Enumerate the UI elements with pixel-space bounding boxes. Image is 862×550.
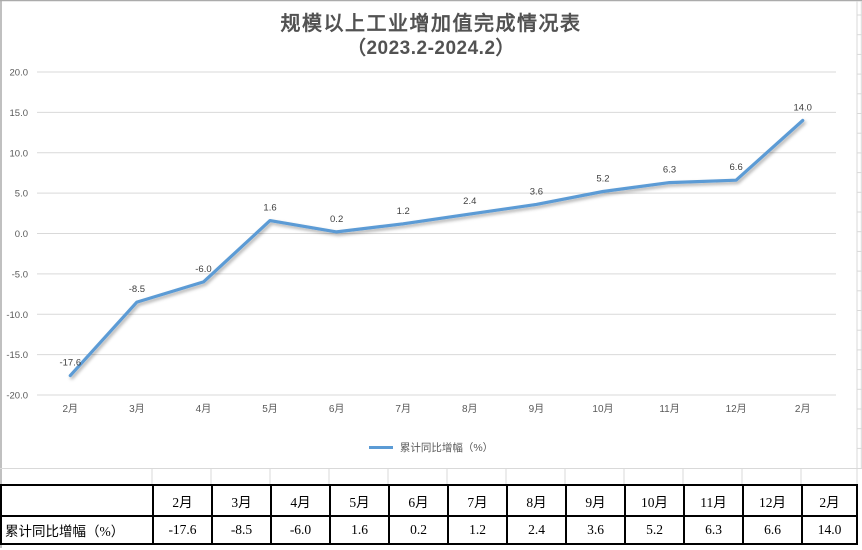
y-axis-tick-label: -20.0 xyxy=(6,391,28,402)
data-table: 2月 3月 4月 5月 6月 7月 8月 9月 10月 11月 12月 2月 累计同比增幅（%） -17.… xyxy=(0,484,858,545)
x-axis-tick-label: 9月 xyxy=(529,403,545,415)
x-axis-tick-label: 5月 xyxy=(262,403,278,415)
table-corner-cell xyxy=(0,484,154,517)
table-header-cell: 10月 xyxy=(624,484,685,517)
table-value-cell: 5.2 xyxy=(624,515,685,545)
x-axis-tick-label: 11月 xyxy=(659,403,679,415)
data-label: 6.6 xyxy=(730,162,743,173)
x-axis-tick-label: 3月 xyxy=(129,403,145,415)
table-header-cell: 6月 xyxy=(388,484,449,517)
x-axis-tick-label: 2月 xyxy=(63,403,79,415)
chart-title: 规模以上工业增加值完成情况表 （2023.2-2024.2） xyxy=(0,11,862,61)
x-axis-tick-label: 7月 xyxy=(395,403,411,415)
table-value-cell: 1.2 xyxy=(447,515,508,545)
data-label: 2.4 xyxy=(463,196,476,207)
table-header-cell: 5月 xyxy=(329,484,390,517)
x-axis-tick-label: 4月 xyxy=(196,403,212,415)
table-value-cell: -8.5 xyxy=(211,515,272,545)
table-value-cell: 0.2 xyxy=(388,515,449,545)
chart-title-line1: 规模以上工业增加值完成情况表 xyxy=(280,13,582,35)
data-label: 14.0 xyxy=(793,102,812,113)
table-header-cell: 2月 xyxy=(801,484,858,517)
data-label: -17.6 xyxy=(59,358,81,369)
x-axis-tick-label: 8月 xyxy=(462,403,478,415)
table-header-cell: 12月 xyxy=(742,484,803,517)
table-value-cell: 1.6 xyxy=(329,515,390,545)
chart-title-line2: （2023.2-2024.2） xyxy=(346,38,516,59)
x-axis-tick-label: 6月 xyxy=(329,403,345,415)
table-value-cell: -6.0 xyxy=(270,515,331,545)
y-axis-tick-label: -10.0 xyxy=(6,310,28,321)
data-label: 1.6 xyxy=(263,203,276,214)
legend-line-marker xyxy=(368,445,393,449)
y-axis-tick-label: -15.0 xyxy=(6,350,28,361)
table-value-cell: -17.6 xyxy=(152,515,213,545)
x-axis-tick-label: 10月 xyxy=(592,403,613,415)
table-value-cell: 6.6 xyxy=(742,515,803,545)
y-axis-tick-label: 20.0 xyxy=(10,68,29,79)
x-axis-tick-label: 12月 xyxy=(726,403,747,415)
table-row-label: 累计同比增幅（%） xyxy=(0,515,154,545)
table-header-cell: 4月 xyxy=(270,484,331,517)
data-label: -6.0 xyxy=(195,264,211,275)
table-header-cell: 8月 xyxy=(506,484,567,517)
table-header-cell: 2月 xyxy=(152,484,213,517)
table-header-cell: 7月 xyxy=(447,484,508,517)
y-axis-tick-label: 10.0 xyxy=(10,148,29,159)
table-value-cell: 2.4 xyxy=(506,515,567,545)
series-line xyxy=(68,118,805,378)
y-axis-tick-label: 0.0 xyxy=(15,229,28,240)
table-header-cell: 9月 xyxy=(565,484,626,517)
table-header-cell: 3月 xyxy=(211,484,272,517)
table-value-cell: 6.3 xyxy=(683,515,744,545)
table-header-cell: 11月 xyxy=(683,484,744,517)
data-label: 6.3 xyxy=(663,165,676,176)
data-label: 1.2 xyxy=(397,206,410,217)
y-axis-tick-label: 15.0 xyxy=(10,108,29,119)
table-header-row: 2月 3月 4月 5月 6月 7月 8月 9月 10月 11月 12月 2月 xyxy=(0,484,858,517)
legend-label: 累计同比增幅（%） xyxy=(399,441,494,454)
table-value-cell: 14.0 xyxy=(801,515,858,545)
table-value-cell: 3.6 xyxy=(565,515,626,545)
x-axis-tick-label: 2月 xyxy=(795,403,811,415)
data-label: 3.6 xyxy=(530,186,543,197)
y-axis-tick-label: 5.0 xyxy=(15,189,28,200)
y-axis-tick-label: -5.0 xyxy=(12,269,28,280)
data-label: 5.2 xyxy=(596,174,609,185)
chart-legend: 累计同比增幅（%） xyxy=(0,439,862,455)
data-label: -8.5 xyxy=(129,284,145,295)
data-label: 0.2 xyxy=(330,214,343,225)
table-value-row: 累计同比增幅（%） -17.6 -8.5 -6.0 1.6 0.2 1.2 2.4 3.6 5.2… xyxy=(0,515,858,545)
